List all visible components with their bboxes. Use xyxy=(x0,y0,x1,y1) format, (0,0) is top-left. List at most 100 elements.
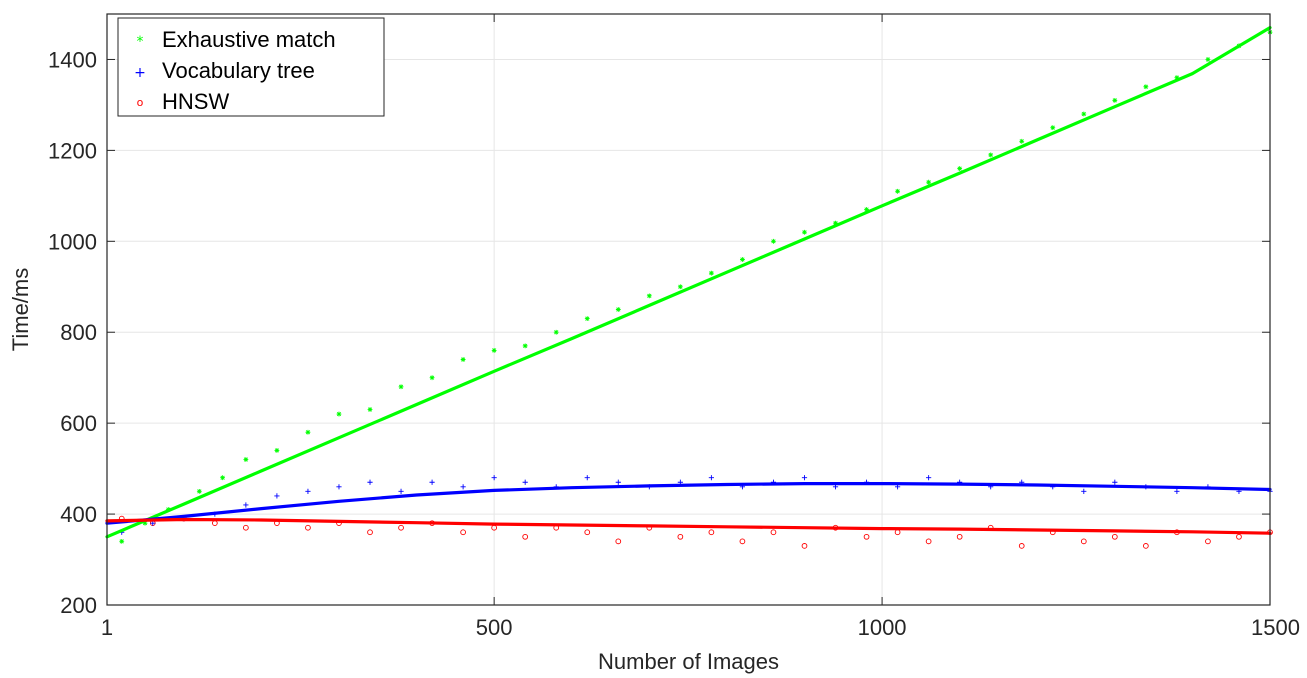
point-exhaustive-match-12 xyxy=(460,357,466,362)
point-vocabulary-tree-9 xyxy=(398,488,404,494)
plot-frame xyxy=(106,13,1271,606)
point-hnsw-4 xyxy=(243,524,249,531)
point-exhaustive-match-6 xyxy=(274,448,280,453)
point-exhaustive-match-31 xyxy=(1050,125,1056,131)
point-exhaustive-match-3 xyxy=(196,488,202,494)
point-vocabulary-tree-32 xyxy=(1112,479,1118,485)
point-hnsw-33 xyxy=(1143,543,1149,549)
point-exhaustive-match-36 xyxy=(1205,57,1211,62)
y-axis-label: Time/ms xyxy=(8,268,33,352)
point-exhaustive-match-14 xyxy=(522,343,528,349)
point-hnsw-15 xyxy=(584,529,591,536)
legend-marker-hnsw: o xyxy=(137,96,144,109)
point-exhaustive-match-35 xyxy=(1174,75,1180,81)
point-exhaustive-match-8 xyxy=(336,411,342,417)
point-vocabulary-tree-5 xyxy=(274,493,280,499)
y-tick-label-6: 1400 xyxy=(48,47,97,72)
x-tick-label-0: 1 xyxy=(101,615,113,640)
point-hnsw-11 xyxy=(460,529,466,536)
point-hnsw-9 xyxy=(398,524,404,531)
point-vocabulary-tree-16 xyxy=(615,479,621,485)
point-hnsw-16 xyxy=(615,538,622,545)
legend-label-vocabulary: Vocabulary tree xyxy=(162,58,315,83)
point-hnsw-8 xyxy=(367,529,373,536)
y-tick-label-0: 200 xyxy=(60,593,97,618)
point-hnsw-29 xyxy=(1018,543,1025,549)
trend-lines xyxy=(105,26,1272,539)
point-hnsw-25 xyxy=(894,529,901,536)
point-exhaustive-match-16 xyxy=(584,316,590,321)
point-exhaustive-match-24 xyxy=(833,220,838,226)
point-hnsw-27 xyxy=(956,533,963,540)
point-exhaustive-match-22 xyxy=(771,238,776,244)
point-exhaustive-match-4 xyxy=(220,475,226,481)
point-exhaustive-match-32 xyxy=(1081,111,1087,117)
point-exhaustive-match-15 xyxy=(553,329,559,335)
y-tick-label-3: 800 xyxy=(60,320,97,345)
point-hnsw-32 xyxy=(1111,533,1118,540)
point-exhaustive-match-26 xyxy=(895,188,900,194)
point-vocabulary-tree-8 xyxy=(367,479,373,485)
point-exhaustive-match-0 xyxy=(119,538,125,544)
point-vocabulary-tree-13 xyxy=(522,479,528,485)
point-exhaustive-match-7 xyxy=(305,429,311,435)
legend-label-hnsw: HNSW xyxy=(162,89,229,114)
point-vocabulary-tree-7 xyxy=(336,484,342,490)
point-vocabulary-tree-31 xyxy=(1081,488,1087,494)
point-hnsw-6 xyxy=(305,524,311,531)
point-hnsw-31 xyxy=(1080,538,1087,545)
point-hnsw-24 xyxy=(863,533,870,540)
point-vocabulary-tree-10 xyxy=(429,479,435,485)
point-exhaustive-match-11 xyxy=(429,375,435,381)
point-vocabulary-tree-15 xyxy=(584,475,590,481)
point-hnsw-18 xyxy=(677,533,684,540)
point-exhaustive-match-27 xyxy=(926,179,932,185)
point-exhaustive-match-20 xyxy=(708,270,714,276)
point-vocabulary-tree-19 xyxy=(708,475,714,481)
point-hnsw-20 xyxy=(739,538,746,545)
point-exhaustive-match-9 xyxy=(367,407,373,412)
y-tick-label-2: 600 xyxy=(60,411,97,436)
point-hnsw-26 xyxy=(925,538,932,545)
point-exhaustive-match-30 xyxy=(1019,138,1025,144)
x-axis-label: Number of Images xyxy=(598,649,779,674)
y-tick-label-1: 400 xyxy=(60,502,97,527)
point-hnsw-35 xyxy=(1205,538,1211,545)
point-exhaustive-match-33 xyxy=(1112,97,1118,103)
point-hnsw-22 xyxy=(801,543,808,549)
point-hnsw-13 xyxy=(522,533,529,540)
point-vocabulary-tree-11 xyxy=(460,484,466,490)
point-hnsw-3 xyxy=(211,520,218,527)
x-tick-label-1: 500 xyxy=(476,615,513,640)
point-exhaustive-match-10 xyxy=(398,384,404,390)
point-hnsw-19 xyxy=(708,529,715,536)
point-vocabulary-tree-26 xyxy=(926,475,932,481)
legend-box xyxy=(117,17,385,117)
point-hnsw-21 xyxy=(770,529,777,536)
legend-label-exhaustive: Exhaustive match xyxy=(162,27,336,52)
point-exhaustive-match-21 xyxy=(740,257,745,262)
y-tick-label-4: 1000 xyxy=(48,229,97,254)
legend-marker-vocabulary: + xyxy=(134,65,146,81)
point-hnsw-36 xyxy=(1236,533,1242,540)
point-exhaustive-match-29 xyxy=(988,152,994,158)
trend-line-vocabulary-tree xyxy=(105,482,1272,525)
point-exhaustive-match-25 xyxy=(864,207,869,212)
x-tick-label-3: 1500 xyxy=(1251,615,1300,640)
point-vocabulary-tree-6 xyxy=(305,488,311,494)
point-exhaustive-match-19 xyxy=(677,284,683,290)
point-vocabulary-tree-12 xyxy=(491,475,497,481)
point-exhaustive-match-13 xyxy=(491,348,497,353)
point-exhaustive-match-28 xyxy=(957,166,963,171)
point-exhaustive-match-34 xyxy=(1143,84,1149,90)
trend-line-hnsw xyxy=(105,517,1272,535)
point-exhaustive-match-17 xyxy=(615,307,621,312)
point-exhaustive-match-5 xyxy=(243,457,249,462)
point-exhaustive-match-1 xyxy=(142,520,148,526)
y-tick-label-5: 1200 xyxy=(48,138,97,163)
legend-marker-exhaustive: * xyxy=(137,34,144,50)
trend-line-exhaustive-match xyxy=(105,26,1272,539)
point-vocabulary-tree-4 xyxy=(243,502,249,508)
